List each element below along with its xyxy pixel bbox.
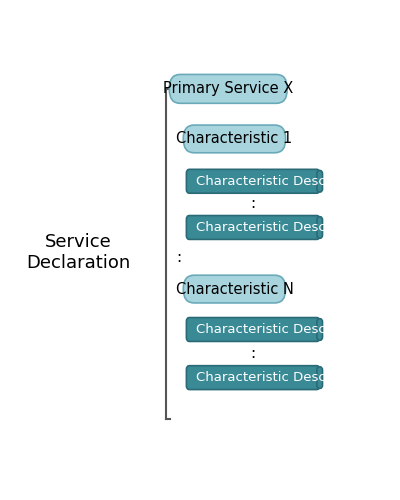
FancyBboxPatch shape — [317, 319, 322, 340]
FancyBboxPatch shape — [186, 170, 320, 193]
FancyBboxPatch shape — [183, 125, 286, 153]
FancyBboxPatch shape — [169, 74, 287, 104]
FancyBboxPatch shape — [317, 367, 322, 388]
FancyBboxPatch shape — [186, 216, 320, 240]
Text: Characteristic N: Characteristic N — [176, 282, 293, 296]
Text: Characteristic 1: Characteristic 1 — [176, 132, 292, 146]
FancyBboxPatch shape — [317, 170, 322, 192]
Text: :: : — [176, 250, 181, 264]
Text: Characteristic Descriptor 1: Characteristic Descriptor 1 — [196, 175, 375, 188]
FancyBboxPatch shape — [183, 275, 286, 303]
Text: Characteristic Descriptor N: Characteristic Descriptor N — [196, 371, 376, 384]
Text: Characteristic Descriptor N: Characteristic Descriptor N — [196, 221, 376, 234]
FancyBboxPatch shape — [186, 318, 320, 342]
Text: :: : — [250, 196, 256, 212]
FancyBboxPatch shape — [317, 216, 322, 238]
Text: Service
Declaration: Service Declaration — [26, 233, 130, 272]
Text: :: : — [250, 346, 256, 361]
Text: Primary Service X: Primary Service X — [163, 82, 293, 96]
FancyBboxPatch shape — [186, 366, 320, 390]
Text: Characteristic Descriptor 1: Characteristic Descriptor 1 — [196, 323, 375, 336]
